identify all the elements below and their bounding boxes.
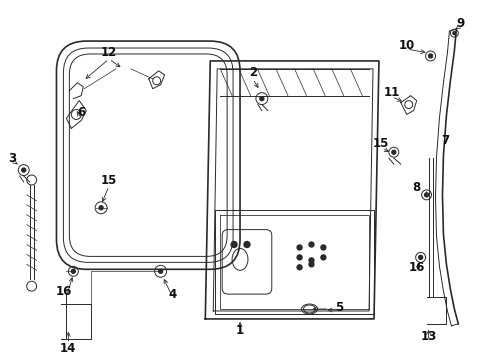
Circle shape (99, 206, 103, 210)
Circle shape (320, 245, 325, 250)
Circle shape (158, 269, 163, 273)
Circle shape (452, 32, 455, 35)
Circle shape (297, 255, 302, 260)
Circle shape (391, 150, 395, 154)
Text: 3: 3 (8, 152, 16, 165)
Circle shape (427, 54, 432, 58)
Circle shape (308, 242, 313, 247)
Text: 1: 1 (236, 324, 244, 337)
Text: 11: 11 (383, 86, 399, 99)
Text: 5: 5 (334, 301, 343, 314)
Circle shape (231, 242, 237, 247)
Text: 15: 15 (101, 174, 117, 186)
Circle shape (424, 193, 427, 197)
Circle shape (244, 242, 249, 247)
Circle shape (297, 265, 302, 270)
Text: 9: 9 (455, 17, 464, 30)
Circle shape (308, 262, 313, 267)
Text: 6: 6 (77, 106, 85, 119)
Circle shape (21, 168, 26, 172)
Circle shape (320, 255, 325, 260)
Circle shape (297, 245, 302, 250)
Text: 10: 10 (398, 39, 414, 51)
Text: 16: 16 (407, 261, 424, 274)
Text: 12: 12 (101, 46, 117, 59)
Text: 13: 13 (420, 330, 436, 343)
Circle shape (71, 269, 75, 273)
Text: 15: 15 (372, 137, 388, 150)
Text: 2: 2 (248, 66, 257, 79)
Text: 8: 8 (412, 181, 420, 194)
Circle shape (418, 255, 422, 260)
Text: 4: 4 (168, 288, 176, 301)
Text: 14: 14 (60, 342, 77, 355)
Text: 16: 16 (55, 285, 71, 298)
Circle shape (308, 258, 313, 263)
Text: 7: 7 (441, 134, 448, 147)
Circle shape (259, 96, 264, 100)
